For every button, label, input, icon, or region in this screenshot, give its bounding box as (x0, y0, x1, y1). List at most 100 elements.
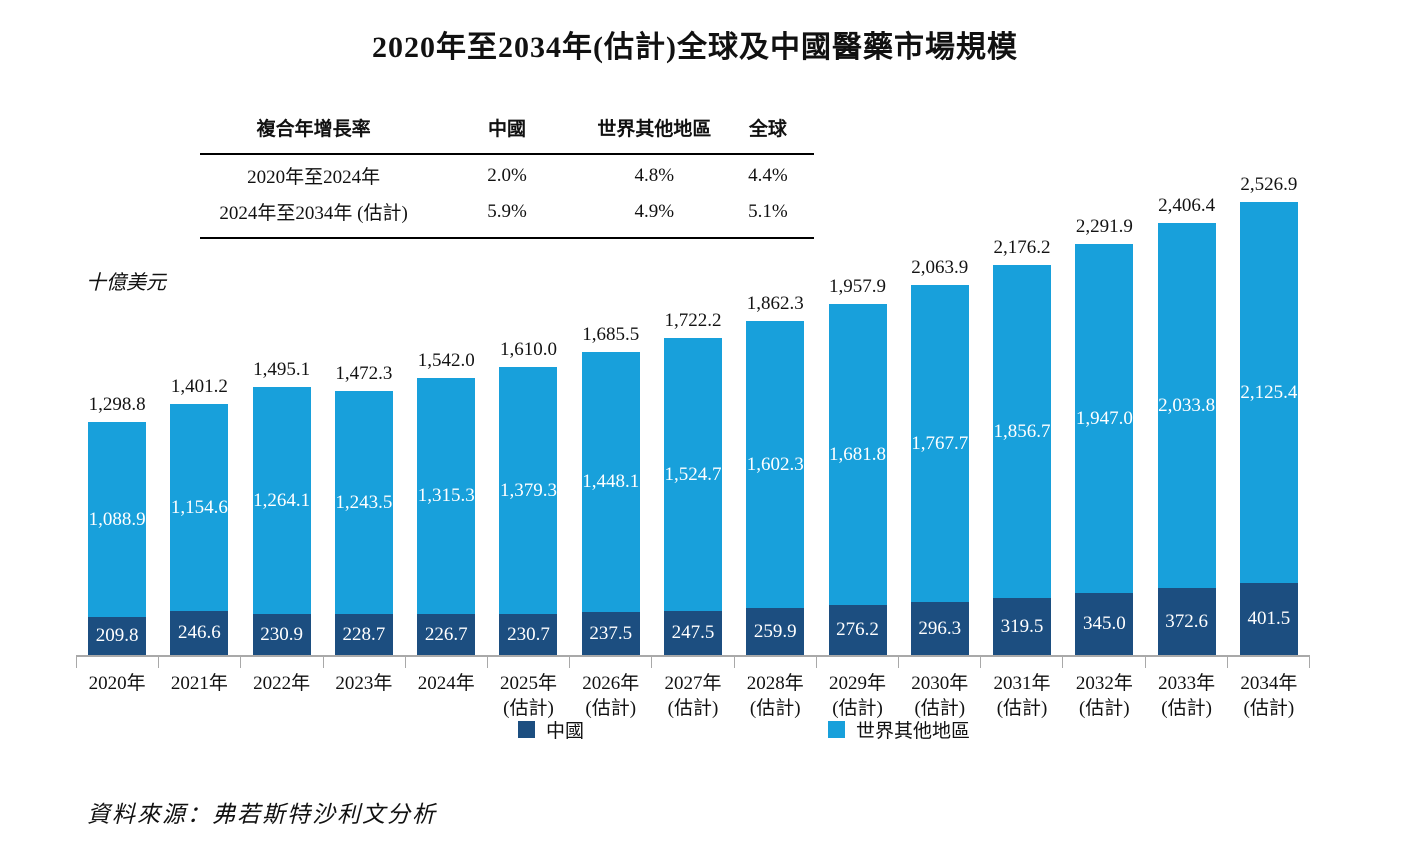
cagr-header-row: 複合年增長率 中國 世界其他地區 全球 (200, 108, 814, 155)
x-axis-label: 2020年 (88, 673, 146, 694)
segment-value-label: 1,856.7 (993, 420, 1051, 442)
bar-total-label: 1,542.0 (417, 350, 475, 371)
segment-value-label: 259.9 (753, 620, 797, 642)
bar-total-label: 1,610.0 (499, 339, 557, 360)
bar-segment-china: 209.8 (88, 617, 147, 655)
segment-value-label: 1,243.5 (335, 491, 393, 513)
x-axis-label: 2024年 (417, 673, 475, 694)
bar-column: 2,063.9 1,767.7 296.3 (899, 167, 981, 655)
bar-segment-rest-of-world: 1,767.7 (910, 285, 969, 602)
axis-tick (1226, 657, 1311, 668)
cagr-row-2020-2024: 2020年至2024年 2.0% 4.8% 4.4% (200, 154, 814, 191)
bar-column: 1,472.3 1,243.5 228.7 (323, 167, 405, 655)
bar-total-label: 1,957.9 (829, 276, 887, 297)
legend-label-rest-of-world: 世界其他地區 (856, 721, 971, 742)
bar-segment-rest-of-world: 1,154.6 (170, 404, 229, 611)
segment-value-label: 296.3 (918, 617, 962, 639)
segment-value-label: 226.7 (424, 623, 468, 645)
bar-segment-china: 226.7 (417, 614, 476, 655)
bar-column: 1,685.5 1,448.1 237.5 (570, 167, 652, 655)
x-axis-label: 2022年 (253, 673, 311, 694)
bar-column: 2,406.4 2,033.8 372.6 (1145, 167, 1227, 655)
segment-value-label: 209.8 (95, 625, 139, 646)
cagr-header-china: 中國 (427, 108, 587, 155)
segment-value-label: 1,379.3 (499, 479, 557, 501)
cagr-period-cell: 2020年至2024年 (247, 167, 381, 188)
x-axis-label: 2021年 (170, 673, 228, 694)
bar-column: 2,526.9 2,125.4 401.5 (1228, 167, 1310, 655)
x-axis-label: 2027年 (估計) (664, 673, 722, 719)
bar-segment-rest-of-world: 2,125.4 (1239, 202, 1298, 583)
cagr-table: 複合年增長率 中國 世界其他地區 全球 2020年至2024年 2.0% 4.8… (200, 108, 814, 239)
axis-tick (76, 657, 158, 668)
segment-value-label: 276.2 (836, 619, 879, 640)
cagr-global-cell: 4.4% (748, 164, 788, 186)
legend-entry-china: 中國 (518, 716, 584, 743)
cagr-row-cell: 4.8% (634, 164, 675, 186)
cagr-header-period: 複合年增長率 (200, 108, 428, 155)
axis-tick (404, 657, 487, 668)
segment-value-label: 401.5 (1247, 608, 1291, 629)
segment-value-label: 230.7 (507, 623, 550, 645)
legend: 中國 世界其他地區 (0, 716, 1426, 746)
bar-segment-rest-of-world: 1,264.1 (252, 387, 311, 614)
cagr-period-cell: 2024年至2034年 (估計) (200, 191, 428, 239)
legend-swatch-rest-of-world (828, 721, 845, 738)
bar-total-label: 1,862.3 (746, 293, 804, 314)
segment-value-label: 1,681.8 (829, 443, 887, 465)
bar-segment-china: 372.6 (1157, 588, 1216, 655)
bar-segment-rest-of-world: 1,448.1 (581, 352, 640, 612)
chart-title: 2020年至2034年(估計)全球及中國醫藥市場規模 (372, 31, 1018, 64)
cagr-header-global: 全球 (721, 108, 814, 155)
segment-value-label: 1,767.7 (911, 432, 969, 454)
bar-column: 2,176.2 1,856.7 319.5 (981, 167, 1063, 655)
axis-tick (815, 657, 898, 668)
bar-segment-rest-of-world: 1,602.3 (746, 321, 805, 608)
bar-segment-china: 228.7 (334, 614, 393, 655)
segment-value-label: 1,947.0 (1075, 407, 1133, 429)
bar-column: 1,722.2 1,524.7 247.5 (652, 167, 734, 655)
bar-total-label: 1,722.2 (664, 310, 722, 331)
bar-total-label: 2,176.2 (993, 237, 1051, 258)
segment-value-label: 247.5 (671, 622, 715, 643)
y-axis-unit-label: 十億美元 (86, 272, 166, 294)
bar-column: 2,291.9 1,947.0 345.0 (1063, 167, 1145, 655)
bar-total-label: 1,685.5 (582, 324, 640, 345)
bar-segment-china: 259.9 (746, 608, 805, 655)
axis-tick (1144, 657, 1227, 668)
legend-entry-rest-of-world: 世界其他地區 (828, 716, 970, 743)
segment-value-label: 230.9 (260, 623, 304, 645)
x-axis-label: 2029年 (估計) (829, 673, 887, 719)
bar-total-label: 2,526.9 (1240, 174, 1298, 195)
bar-segment-china: 230.9 (252, 614, 311, 655)
cagr-header-rest-of-world: 世界其他地區 (586, 108, 722, 155)
segment-value-label: 228.7 (342, 623, 386, 645)
bar-segment-china: 237.5 (581, 612, 640, 655)
axis-tick (158, 657, 240, 668)
x-axis-label: 2031年 (估計) (993, 673, 1051, 719)
axis-tick (240, 657, 322, 668)
bar-segment-rest-of-world: 1,243.5 (334, 391, 393, 614)
bar-segment-china: 230.7 (499, 614, 558, 655)
cagr-row-2024-2034: 2024年至2034年 (估計) 5.9% 4.9% 5.1% (200, 191, 814, 239)
axis-tick (980, 657, 1062, 668)
segment-value-label: 1,448.1 (582, 471, 640, 492)
bar-total-label: 2,063.9 (911, 257, 969, 278)
bar-total-label: 2,291.9 (1075, 216, 1133, 237)
bar-total-label: 2,406.4 (1158, 195, 1216, 216)
bar-segment-rest-of-world: 2,033.8 (1157, 223, 1216, 588)
x-axis-labels: 2020年 2021年 2022年 2023年 2024年 2025年 (估計) 2026年(… (76, 672, 1310, 721)
x-axis-label: 2033年 (估計) (1158, 673, 1216, 719)
segment-value-label: 1,264.1 (253, 489, 311, 511)
bar-segment-china: 345.0 (1075, 593, 1134, 655)
bar-total-label: 1,401.2 (170, 376, 228, 397)
segment-value-label: 1,524.7 (664, 463, 722, 485)
x-axis-label: 2034年 (估計) (1240, 673, 1298, 719)
bar-column: 1,298.8 1,088.9 209.8 (76, 167, 158, 655)
axis-tick (1062, 657, 1144, 668)
x-axis-label: 2023年 (335, 673, 393, 694)
bar-segment-china: 247.5 (663, 611, 722, 655)
segment-value-label: 237.5 (589, 622, 633, 644)
x-axis-label: 2028年 (估計) (746, 673, 804, 719)
source-note: 資料來源：弗若斯特沙利文分析 (87, 802, 437, 827)
